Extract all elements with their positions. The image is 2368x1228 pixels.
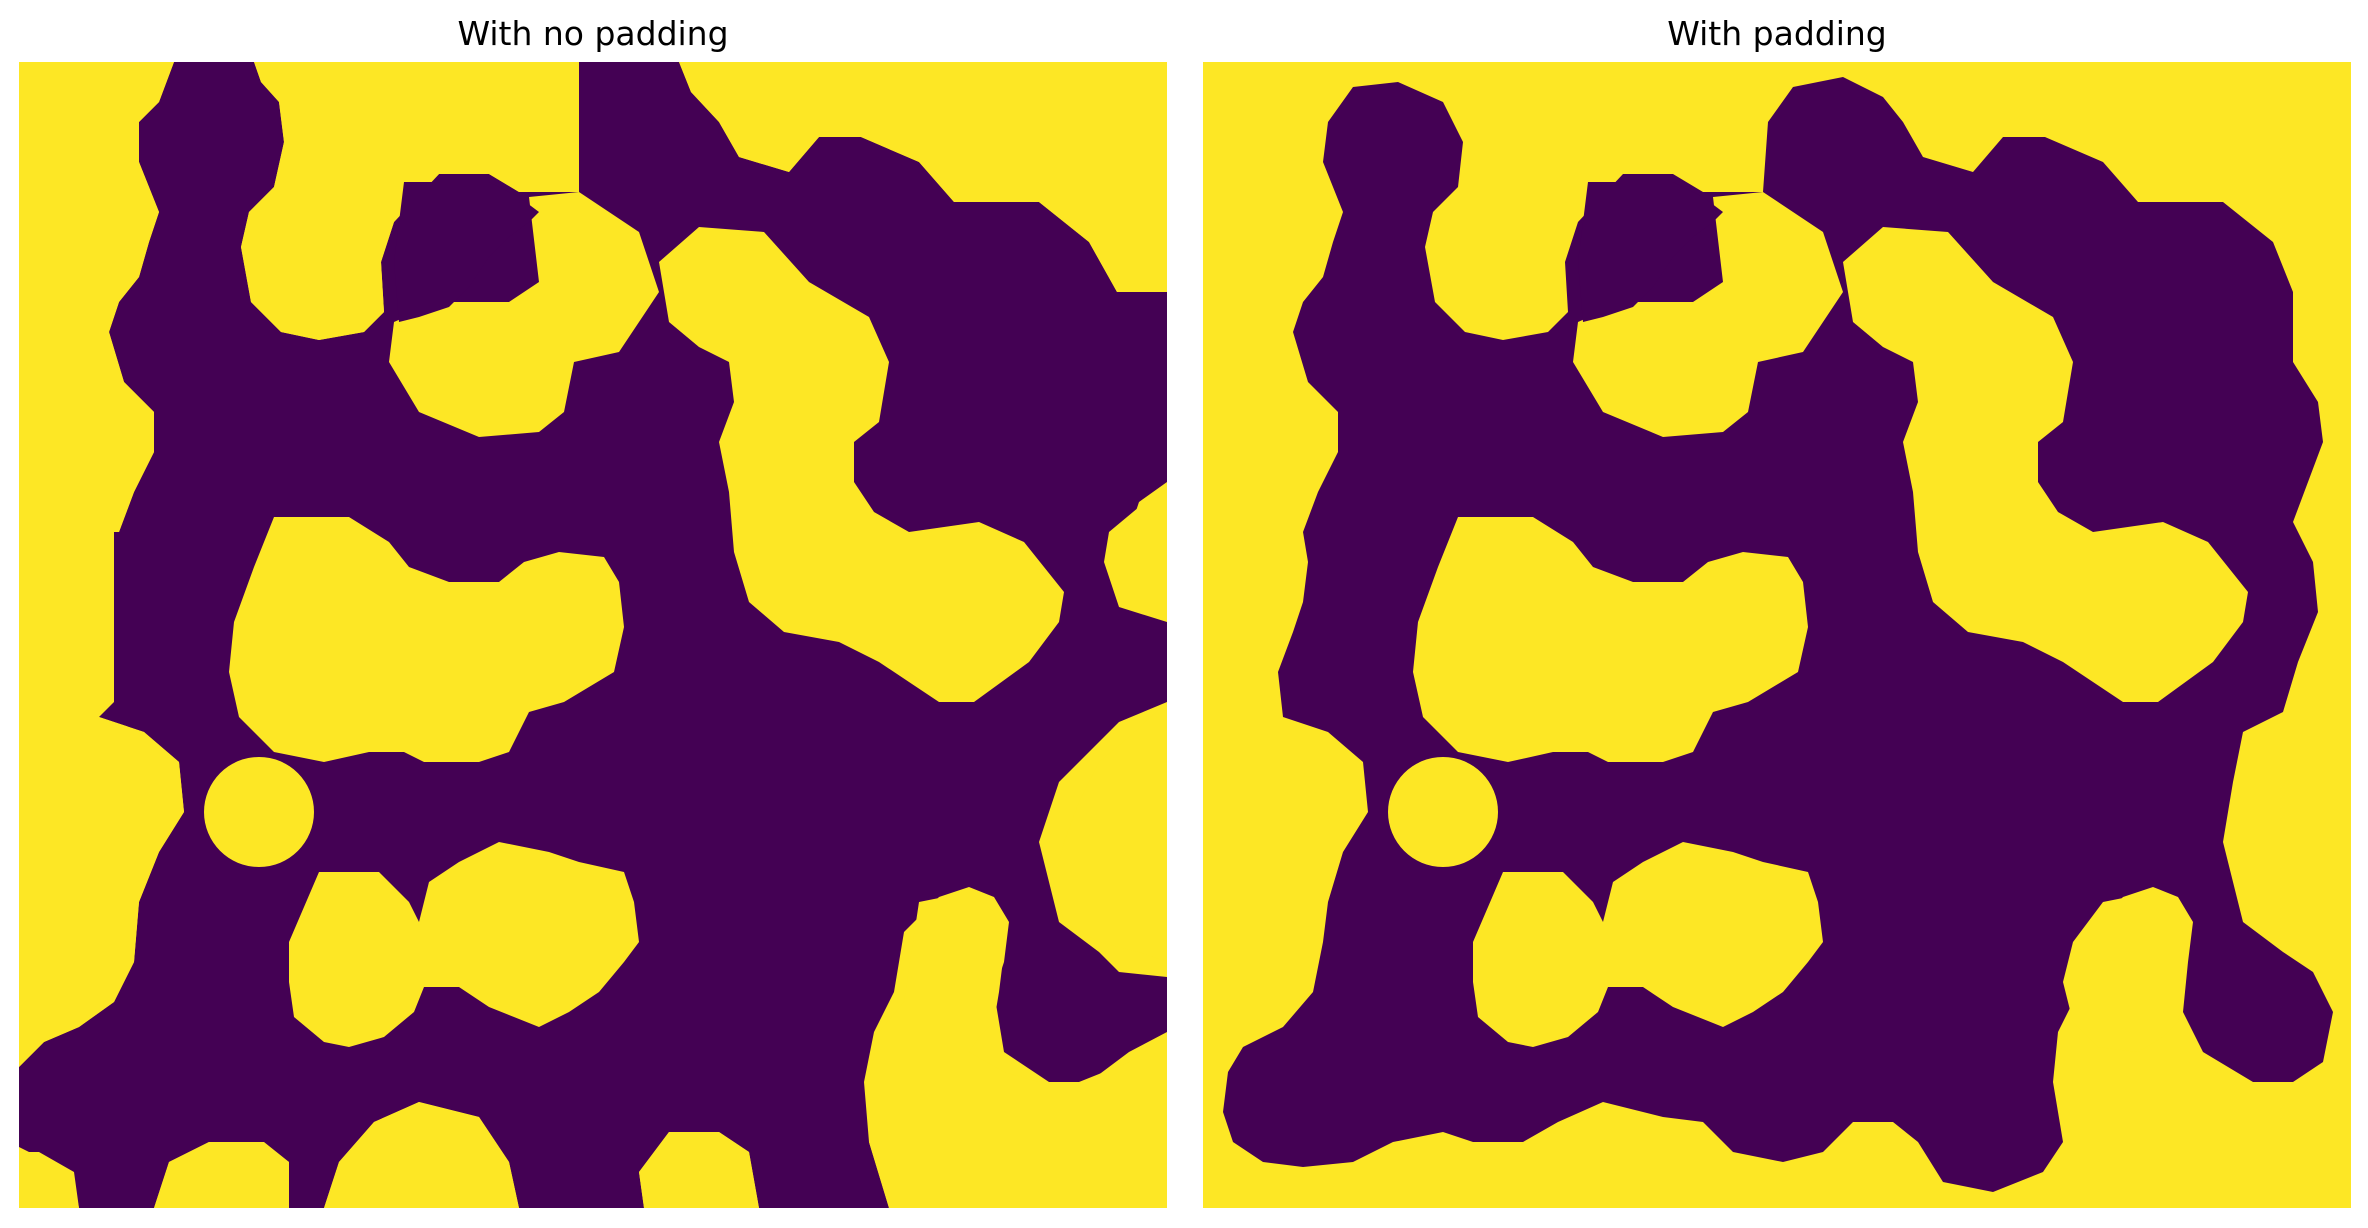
binary-mask-image	[1203, 62, 2351, 1208]
binary-mask-image	[19, 62, 1167, 1208]
panel-with-padding: With padding	[1203, 0, 2351, 1228]
panel-title: With padding	[1667, 14, 1887, 53]
panel-title: With no padding	[457, 14, 729, 53]
panel-no-padding: With no padding	[19, 0, 1167, 1228]
